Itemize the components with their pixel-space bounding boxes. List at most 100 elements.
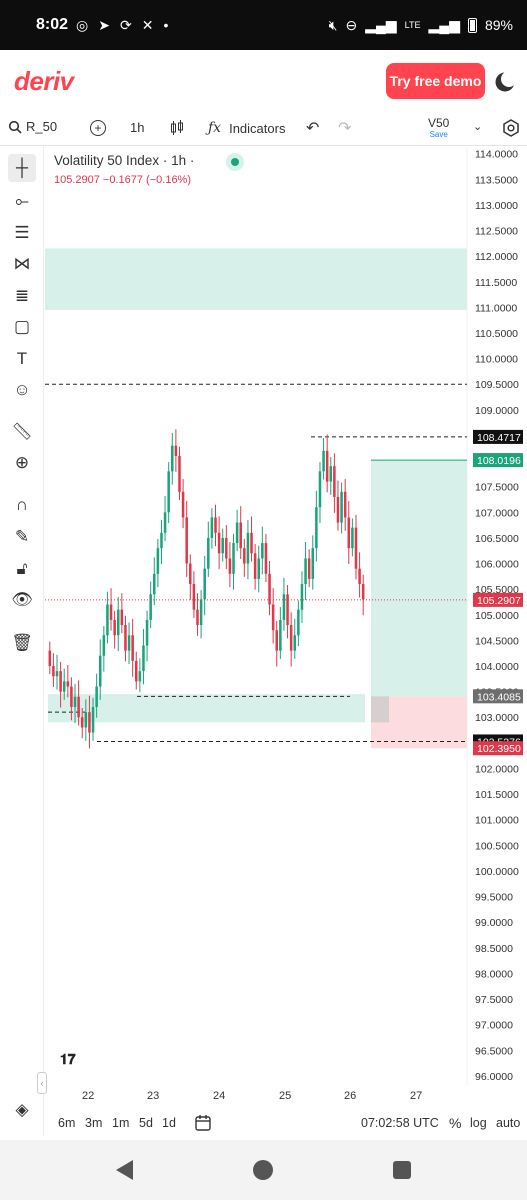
- layout-dropdown[interactable]: ⌄: [473, 120, 482, 133]
- period-3m[interactable]: 3m: [85, 1116, 103, 1130]
- candle-body: [127, 635, 131, 651]
- price-tag-label: 105.2907: [477, 595, 521, 607]
- candle-body: [293, 635, 297, 651]
- line-icon: ⟜: [15, 191, 29, 210]
- crosshair-tool[interactable]: ┼: [8, 154, 36, 182]
- percent-toggle[interactable]: %: [449, 1115, 462, 1131]
- app-header: deriv Try free demo: [0, 50, 527, 112]
- period-1m[interactable]: 1m: [112, 1116, 130, 1130]
- deriv-logo[interactable]: deriv: [14, 65, 74, 96]
- candle-body: [153, 573, 156, 595]
- chart-price-change: 105.2907 −0.1677 (−0.16%): [54, 174, 192, 186]
- settings-button[interactable]: [502, 119, 520, 137]
- lock-tool[interactable]: 🔓︎: [8, 555, 36, 583]
- trash-icon: 🗑︎: [11, 633, 33, 652]
- text-tool[interactable]: T: [8, 345, 36, 373]
- candle-body: [225, 537, 228, 559]
- candle-body: [95, 686, 98, 707]
- pattern-tool[interactable]: ⋈: [8, 250, 36, 278]
- auto-toggle[interactable]: auto: [496, 1116, 521, 1130]
- symbol-selector[interactable]: R_50: [8, 119, 57, 134]
- visibility-tool[interactable]: 👁︎: [8, 586, 36, 614]
- goto-date-button[interactable]: [194, 1114, 212, 1135]
- tradingview-logo[interactable]: 𝟏𝟕: [60, 1051, 76, 1067]
- timeframe-button[interactable]: 1h: [130, 120, 145, 135]
- remove-drawings-tool[interactable]: 🗑︎: [8, 629, 36, 657]
- hlines-tool[interactable]: ☰: [8, 219, 36, 247]
- candle-body: [315, 507, 318, 549]
- candle-body: [66, 681, 70, 687]
- candle-body: [358, 568, 361, 585]
- lock-draw-icon: ✎: [14, 527, 30, 546]
- try-free-demo-button[interactable]: Try free demo: [386, 63, 485, 99]
- period-6m[interactable]: 6m: [58, 1116, 76, 1130]
- layout-save-button[interactable]: V50 Save: [428, 116, 449, 139]
- candle-body: [261, 543, 264, 559]
- emoji-tool[interactable]: ☺: [8, 376, 36, 404]
- candle-body: [84, 712, 88, 728]
- time-tick-label: 22: [82, 1090, 94, 1102]
- trendline-tool[interactable]: ⟜: [8, 187, 36, 215]
- price-tick-label: 104.0000: [475, 661, 519, 673]
- chart-area[interactable]: 114.0000 113.5000 113.0000 112.5000 112.0000…: [45, 146, 527, 1102]
- recents-icon[interactable]: [393, 1161, 411, 1179]
- price-chart[interactable]: 114.0000 113.5000 113.0000 112.5000 112.0000…: [45, 146, 527, 1106]
- period-5d[interactable]: 5d: [139, 1116, 153, 1130]
- ruler-icon: 📏︎: [11, 422, 33, 441]
- candle-body: [246, 532, 250, 564]
- candle-body: [343, 491, 347, 518]
- candle-body: [116, 609, 120, 636]
- time-tick-label: 23: [147, 1090, 159, 1102]
- moon-icon[interactable]: [501, 71, 517, 87]
- candle-body: [354, 527, 358, 569]
- network-type: LTE: [404, 20, 421, 30]
- dot-icon: •: [163, 16, 169, 33]
- chart-type-button[interactable]: [170, 120, 184, 136]
- price-tag-label: 108.0196: [477, 455, 521, 467]
- bottom-toolbar: 6m 3m 1m 5d 1d 07:02:58 UTC % log auto: [0, 1106, 527, 1140]
- notification-icons: ◎ ➤ ⟳ ✕ •: [76, 17, 168, 34]
- back-icon[interactable]: [116, 1160, 133, 1180]
- candle-body: [361, 584, 365, 600]
- candle-body: [145, 619, 149, 646]
- fib-tool[interactable]: ≣: [8, 282, 36, 310]
- time-tick-label: 26: [344, 1090, 356, 1102]
- object-tree-button[interactable]: ◈: [8, 1096, 36, 1124]
- candle-body: [243, 548, 246, 564]
- zoom-tool[interactable]: ⊕: [8, 449, 36, 477]
- account-code: V50: [428, 116, 450, 130]
- utc-clock[interactable]: 07:02:58 UTC: [361, 1116, 439, 1130]
- candle-body: [304, 558, 307, 585]
- candle-body: [156, 548, 160, 574]
- price-tag-label: 103.4085: [477, 691, 521, 703]
- sync-icon: ⟳: [119, 16, 132, 33]
- indicators-button[interactable]: ƒx Indicators: [208, 120, 285, 136]
- time-tick-label: 25: [279, 1090, 291, 1102]
- candle-body: [217, 532, 221, 554]
- telegram-icon: ➤: [98, 16, 110, 33]
- collapse-sidebar-button[interactable]: ‹: [37, 1072, 47, 1094]
- crosshair-icon: ┼: [15, 158, 29, 177]
- lock-drawings-tool[interactable]: ✎: [8, 523, 36, 551]
- compare-button[interactable]: +: [90, 120, 106, 136]
- redo-button[interactable]: ↷: [338, 118, 351, 138]
- candle-body: [207, 537, 210, 569]
- period-1d[interactable]: 1d: [162, 1116, 176, 1130]
- price-tick-label: 100.0000: [475, 866, 519, 878]
- measure-tool[interactable]: 📏︎: [8, 418, 36, 446]
- candle-body: [106, 604, 109, 636]
- price-tick-label: 110.5000: [475, 328, 518, 340]
- log-toggle[interactable]: log: [470, 1116, 487, 1130]
- zone-demand: [48, 694, 365, 723]
- undo-button[interactable]: ↶: [306, 118, 319, 138]
- home-icon[interactable]: [253, 1160, 273, 1180]
- magnet-tool[interactable]: ∩: [8, 491, 36, 519]
- candle-body: [131, 635, 134, 661]
- candle-body: [228, 558, 232, 574]
- price-tick-label: 107.5000: [475, 482, 519, 494]
- price-tick-label: 97.0000: [475, 1020, 513, 1032]
- price-tick-label: 107.0000: [475, 507, 519, 519]
- rectangle-tool[interactable]: ▢: [8, 313, 36, 341]
- add-icon: +: [90, 120, 106, 136]
- candle-body: [232, 543, 235, 574]
